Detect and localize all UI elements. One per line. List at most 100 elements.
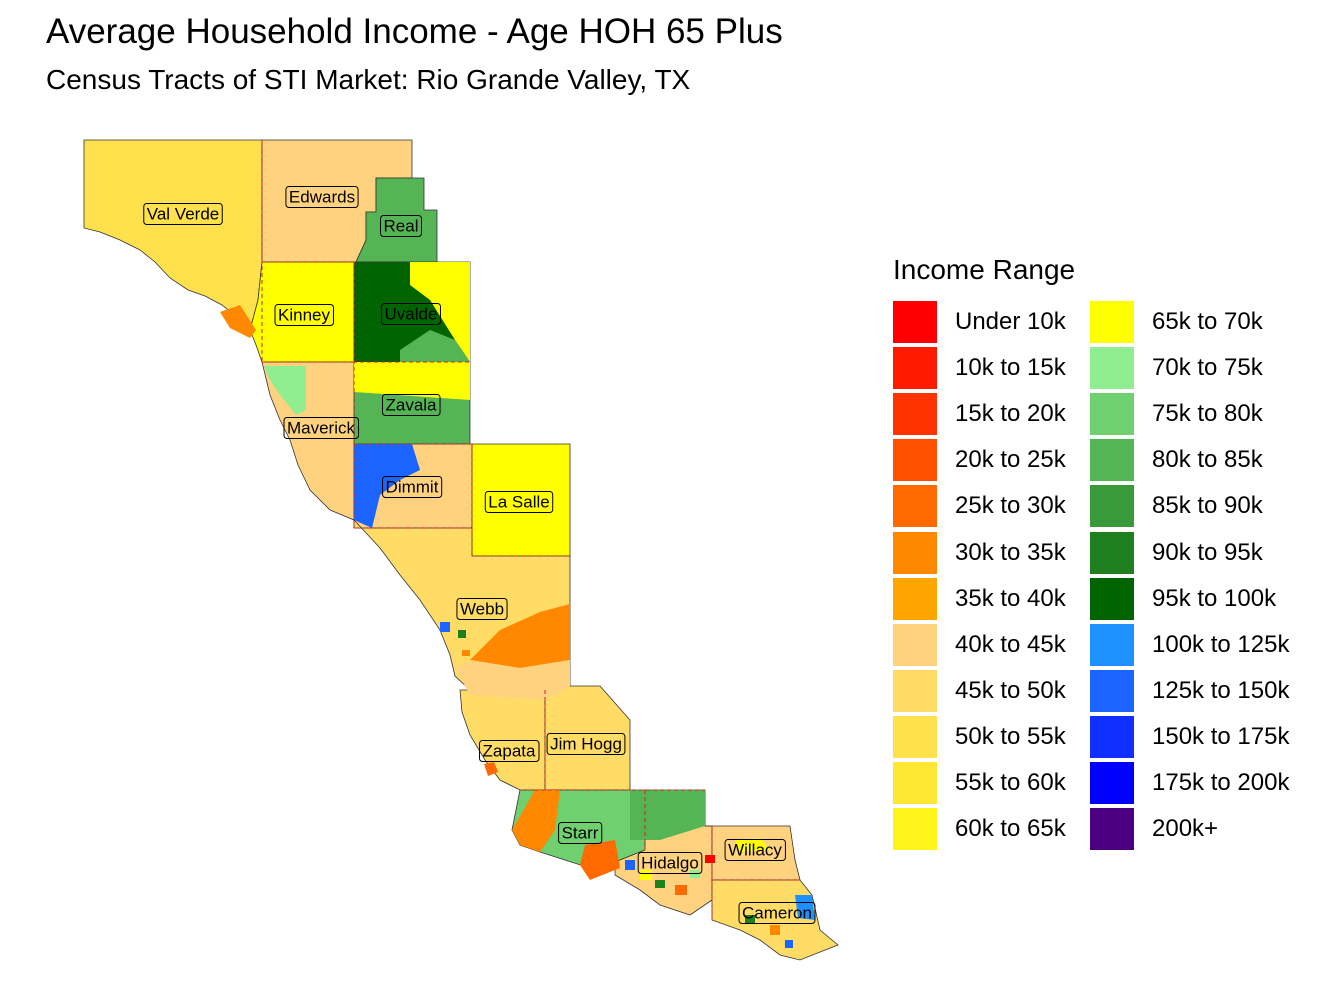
legend-label: 15k to 20k <box>955 400 1066 428</box>
legend-label: 200k+ <box>1152 815 1219 843</box>
county-label-text: Jim Hogg <box>550 735 622 754</box>
legend-item: 100k to 125k <box>1090 623 1289 667</box>
legend-item: 80k to 85k <box>1090 438 1263 482</box>
tract-webb-tan <box>455 660 570 700</box>
tract-webb-blue <box>440 622 450 632</box>
legend-label: 50k to 55k <box>955 722 1066 750</box>
tract-zapata-orange <box>484 762 498 776</box>
county-label: Jim Hogg <box>546 733 626 755</box>
county-label: Uvalde <box>381 303 441 325</box>
legend-label: 70k to 75k <box>1152 354 1263 382</box>
legend-swatch <box>893 301 937 343</box>
legend-item: 25k to 30k <box>893 484 1066 528</box>
legend-label: 45k to 50k <box>955 676 1066 704</box>
county-label-box <box>274 304 334 326</box>
legend-label: 30k to 35k <box>955 538 1066 566</box>
county-label-box <box>143 203 223 225</box>
legend-swatch <box>893 439 937 482</box>
legend-swatch <box>1090 301 1134 343</box>
county-label-box <box>546 733 626 755</box>
legend-swatch <box>893 623 937 666</box>
county-labels: Val Verde Edwards Real Kinney Uvalde Zavala Ma… <box>143 186 816 924</box>
legend-label: 100k to 125k <box>1152 630 1290 658</box>
tract-cameron-mix-1 <box>745 915 755 923</box>
county-label-text: La Salle <box>488 493 549 512</box>
legend-swatch <box>893 762 937 804</box>
tract-maverick-green <box>264 366 306 415</box>
tract-hidalgo-mix-3 <box>655 880 665 888</box>
county-label-text: Uvalde <box>385 305 438 324</box>
county-label-text: Zapata <box>483 742 536 761</box>
county-label-box <box>484 491 554 513</box>
legend-swatch <box>1090 808 1134 851</box>
legend-swatch <box>893 485 937 528</box>
county-label: Kinney <box>274 304 334 326</box>
legend-item: 90k to 95k <box>1090 531 1263 575</box>
legend-swatch <box>1090 669 1134 712</box>
tract-starr-orange-2 <box>580 840 620 880</box>
legend-swatch <box>1090 347 1134 390</box>
county-label-box <box>380 215 422 237</box>
legend-item: 175k to 200k <box>1090 761 1289 805</box>
legend-item: 10k to 15k <box>893 346 1066 390</box>
tract-dimmit-blue <box>354 444 420 528</box>
tract-hidalgo-mix-1 <box>625 860 635 870</box>
county-label-box <box>637 852 703 874</box>
legend-swatch <box>1090 439 1134 482</box>
legend-swatch <box>1090 762 1134 804</box>
county-label: La Salle <box>484 491 554 513</box>
legend-swatch <box>1090 531 1134 574</box>
legend-label: 10k to 15k <box>955 354 1066 382</box>
tract-starr-orange <box>512 790 560 852</box>
legend-item: 70k to 75k <box>1090 346 1263 390</box>
legend-label: 55k to 60k <box>955 769 1066 796</box>
legend-swatch <box>1090 623 1134 666</box>
county-label: Val Verde <box>143 203 223 225</box>
legend-item: 75k to 80k <box>1090 392 1263 436</box>
legend-item: 40k to 45k <box>893 623 1066 667</box>
tract-willacy-yellow <box>735 838 770 852</box>
county-label-box <box>381 394 441 416</box>
legend-item: 55k to 60k <box>893 761 1066 805</box>
county-val-verde <box>83 139 263 331</box>
legend-swatch <box>893 531 937 574</box>
legend-title: Income Range <box>893 254 1076 285</box>
legend-label: 75k to 80k <box>1152 400 1263 428</box>
county-label-box <box>738 902 816 924</box>
tract-hidalgo-mix-4 <box>675 885 687 895</box>
county-label-text: Starr <box>562 824 599 843</box>
legend-label: Under 10k <box>955 308 1066 335</box>
county-label: Zapata <box>479 740 540 762</box>
legend-label: 90k to 95k <box>1152 538 1263 566</box>
county-label-text: Val Verde <box>147 205 219 224</box>
legend-swatch <box>1090 577 1134 620</box>
legend-item: 60k to 65k <box>893 807 1066 851</box>
county-label: Webb <box>456 598 508 620</box>
county-label-box <box>558 822 603 844</box>
legend-item: 65k to 70k <box>1090 300 1263 344</box>
legend-swatch <box>893 393 937 436</box>
legend-item: 35k to 40k <box>893 577 1066 621</box>
county-label-box <box>724 839 786 861</box>
legend-label: 80k to 85k <box>1152 446 1263 474</box>
county-boundaries <box>261 140 800 920</box>
legend-swatch <box>893 669 937 712</box>
county-label-box <box>456 598 508 620</box>
legend-label: 175k to 200k <box>1152 769 1290 796</box>
legend-swatch <box>1090 485 1134 528</box>
legend-label: 40k to 45k <box>955 630 1066 658</box>
tract-cameron-mix-2 <box>770 925 780 935</box>
legend-item: 50k to 55k <box>893 715 1066 759</box>
county-label-text: Cameron <box>742 904 812 923</box>
county-label-text: Dimmit <box>386 478 439 497</box>
legend-item: 125k to 150k <box>1090 669 1289 713</box>
county-label-text: Real <box>384 217 419 236</box>
county-label: Zavala <box>381 394 441 416</box>
map-subtitle: Census Tracts of STI Market: Rio Grande … <box>46 64 691 95</box>
county-label-box <box>381 303 441 325</box>
tract-kinney-orange <box>220 305 256 338</box>
county-label-text: Zavala <box>385 396 437 415</box>
tract-cameron-blue <box>795 895 815 920</box>
county-label-text: Edwards <box>289 188 355 207</box>
